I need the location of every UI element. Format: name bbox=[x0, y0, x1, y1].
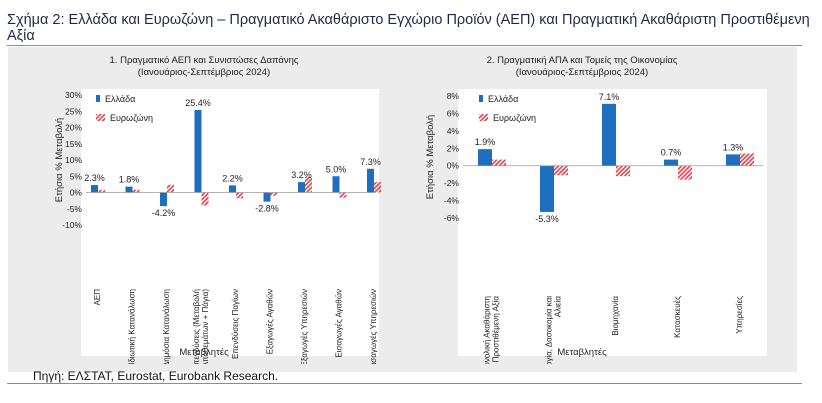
y-tick-label: 2% bbox=[447, 143, 460, 153]
data-label: 2.3% bbox=[84, 173, 105, 183]
x-tick-label: Εισαγωγές Υπηρεσιών bbox=[369, 289, 378, 364]
bar-greece bbox=[91, 185, 98, 193]
y-tick-label: 15% bbox=[65, 139, 82, 149]
bar-eurozone bbox=[740, 153, 754, 166]
bottom-divider bbox=[7, 383, 802, 384]
x-axis-label: Μεταβλητές bbox=[557, 347, 607, 358]
bar-eurozone bbox=[167, 184, 174, 193]
x-axis-label: Μεταβλητές bbox=[179, 347, 229, 358]
data-label: 1.9% bbox=[475, 137, 496, 147]
x-tick-label: Εισαγωγές Αγαθών bbox=[335, 289, 344, 358]
legend-swatch-eurozone bbox=[479, 114, 488, 121]
data-label: 2.2% bbox=[222, 173, 243, 183]
legend-swatch-eurozone bbox=[96, 114, 105, 121]
y-tick-label: 0% bbox=[70, 188, 83, 198]
x-tick-label: Γεωργία, Δασοκομία καιΑλιεία bbox=[545, 296, 563, 364]
data-label: -2.8% bbox=[255, 204, 279, 214]
chart-subtitle: (Ιανουάριος-Σεπτέμβριος 2024) bbox=[138, 67, 270, 78]
y-tick-label: 10% bbox=[65, 155, 82, 165]
data-label: 1.3% bbox=[723, 142, 744, 152]
x-tick-label: Επενδύσεις Παγίων bbox=[231, 289, 240, 359]
bar-greece bbox=[540, 165, 554, 212]
chart-title: 1. Πραγματικό ΑΕΠ και Συνιστώσες Δαπάνης bbox=[110, 55, 299, 66]
plot-area bbox=[81, 89, 379, 356]
legend-label-eurozone: Ευρωζώνη bbox=[110, 113, 153, 123]
data-label: 7.1% bbox=[599, 92, 620, 102]
y-tick-label: 0% bbox=[447, 161, 460, 171]
legend-label-eurozone: Ευρωζώνη bbox=[493, 113, 536, 123]
x-tick-label: Υπηρεσίες bbox=[735, 296, 744, 334]
bar-eurozone bbox=[132, 189, 140, 193]
source-note: Πηγή: ΕΛΣΤΑΤ, Eurostat, Eurobank Researc… bbox=[33, 369, 279, 383]
data-label: 1.8% bbox=[119, 175, 140, 185]
x-tick-label: Εξαγωγές Αγαθών bbox=[266, 289, 275, 354]
data-label: -4.2% bbox=[152, 208, 176, 218]
bar-eurozone bbox=[339, 192, 347, 198]
x-tick-label: ΑΕΠ bbox=[93, 289, 102, 306]
bar-eurozone bbox=[305, 176, 312, 193]
bar-eurozone bbox=[201, 192, 209, 206]
bar-greece bbox=[478, 149, 492, 166]
x-tick-label: Επενδύσεις (ΜεταβολήΑποθεμάτων + Πάγια) bbox=[192, 289, 210, 364]
chart-gdp-components: 1. Πραγματικό ΑΕΠ και Συνιστώσες Δαπάνης… bbox=[54, 55, 381, 364]
y-tick-label: -2% bbox=[444, 178, 460, 188]
x-tick-label: Εξαγωγές Υπηρεσιών bbox=[300, 289, 309, 364]
data-label: 5.0% bbox=[326, 164, 347, 174]
bar-greece bbox=[125, 186, 133, 193]
y-axis-label: Ετήσια % Μεταβολή bbox=[425, 115, 436, 199]
bar-greece bbox=[367, 168, 374, 193]
data-label: 0.7% bbox=[661, 148, 682, 158]
legend-label-greece: Ελλάδα bbox=[105, 94, 135, 104]
bar-eurozone bbox=[236, 192, 243, 199]
bar-greece bbox=[229, 185, 236, 193]
y-tick-label: 5% bbox=[70, 171, 83, 181]
figure-title: Σχήμα 2: Ελλάδα και Ευρωζώνη – Πραγματικ… bbox=[7, 12, 810, 44]
data-label: 7.3% bbox=[360, 157, 381, 167]
y-tick-label: -4% bbox=[444, 196, 460, 206]
bar-greece bbox=[160, 192, 167, 207]
chart-gva-sectors: 2. Πραγματική ΑΠΑ και Τομείς της Οικονομ… bbox=[425, 55, 767, 364]
data-label: -5.3% bbox=[535, 214, 559, 224]
chart-title: 2. Πραγματική ΑΠΑ και Τομείς της Οικονομ… bbox=[487, 55, 678, 66]
x-tick-label: Ιδιωτική Κατανάλωση bbox=[128, 289, 137, 364]
y-tick-label: 6% bbox=[447, 108, 460, 118]
bar-greece bbox=[726, 154, 740, 166]
bar-greece bbox=[602, 103, 616, 166]
title-divider bbox=[7, 45, 802, 46]
data-label: 3.2% bbox=[291, 170, 312, 180]
chart-subtitle: (Ιανουάριος-Σεπτέμβριος 2024) bbox=[516, 67, 648, 78]
legend-label-greece: Ελλάδα bbox=[488, 94, 518, 104]
y-tick-label: 4% bbox=[447, 126, 460, 136]
bar-greece bbox=[332, 176, 340, 193]
bar-greece bbox=[263, 192, 271, 202]
x-tick-label: Συνολική ΑκαθάριστηΠροστιθέμενη Αξία bbox=[483, 296, 501, 364]
x-tick-label: Δημόσια Κατανάλωση bbox=[162, 289, 171, 364]
x-tick-label: Βιομηχανία bbox=[611, 296, 620, 336]
bar-greece bbox=[298, 182, 305, 193]
bar-eurozone bbox=[492, 159, 506, 166]
legend-swatch-greece bbox=[479, 95, 483, 102]
bar-eurozone bbox=[616, 165, 630, 177]
legend-swatch-greece bbox=[96, 95, 100, 102]
y-axis-label: Ετήσια % Μεταβολή bbox=[54, 118, 65, 202]
y-tick-label: 30% bbox=[65, 90, 82, 100]
x-tick-label: Κατασκευές bbox=[673, 296, 682, 338]
y-tick-label: -10% bbox=[62, 220, 82, 230]
y-tick-label: -5% bbox=[67, 204, 83, 214]
bar-greece bbox=[194, 109, 202, 193]
y-tick-label: -6% bbox=[444, 213, 460, 223]
bar-eurozone bbox=[678, 165, 692, 180]
bar-eurozone bbox=[374, 182, 381, 193]
bar-eurozone bbox=[554, 165, 568, 176]
bar-eurozone bbox=[98, 189, 105, 193]
y-tick-label: 8% bbox=[447, 91, 460, 101]
data-label: 25.4% bbox=[185, 98, 211, 108]
bar-eurozone bbox=[270, 192, 278, 196]
bar-greece bbox=[664, 159, 678, 166]
y-tick-label: 25% bbox=[65, 106, 82, 116]
y-tick-label: 20% bbox=[65, 123, 82, 133]
